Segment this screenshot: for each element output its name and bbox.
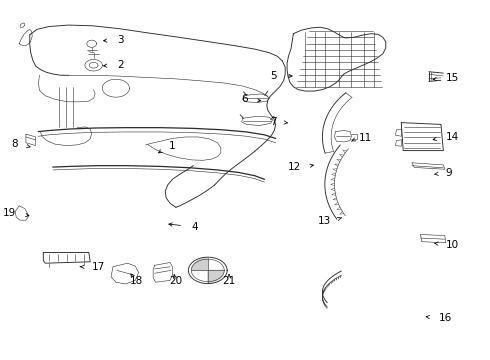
Polygon shape: [208, 270, 224, 282]
Text: 10: 10: [446, 239, 459, 249]
Text: 6: 6: [241, 94, 247, 104]
Text: 1: 1: [169, 141, 176, 151]
Text: 21: 21: [222, 276, 236, 286]
Text: 8: 8: [12, 139, 18, 149]
Text: 5: 5: [270, 71, 276, 81]
Text: 2: 2: [117, 60, 123, 70]
Text: 12: 12: [288, 162, 301, 172]
Text: 9: 9: [446, 168, 452, 178]
Polygon shape: [192, 258, 208, 270]
Text: 3: 3: [117, 35, 123, 45]
Text: 11: 11: [359, 133, 372, 143]
Text: 13: 13: [318, 216, 331, 226]
Text: 4: 4: [192, 222, 198, 231]
Text: 17: 17: [92, 262, 105, 272]
Text: 18: 18: [129, 276, 143, 286]
Text: 19: 19: [3, 208, 16, 218]
Text: 7: 7: [270, 117, 276, 127]
Text: 20: 20: [170, 276, 182, 286]
Text: 15: 15: [446, 73, 459, 83]
Text: 16: 16: [439, 313, 452, 323]
Text: 14: 14: [446, 132, 459, 142]
